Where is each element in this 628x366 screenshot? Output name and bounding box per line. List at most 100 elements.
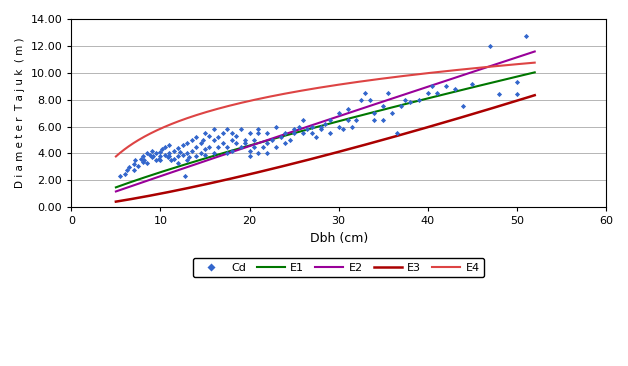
Point xyxy=(191,153,201,159)
Legend: Cd, E1, E2, E3, E4: Cd, E1, E2, E3, E4 xyxy=(193,258,484,277)
Point xyxy=(307,124,317,130)
Point xyxy=(182,150,192,156)
Point xyxy=(298,130,308,136)
Point xyxy=(173,160,183,166)
Point xyxy=(187,148,197,154)
Point xyxy=(144,152,154,158)
Point xyxy=(467,81,477,86)
Point xyxy=(165,150,175,156)
Point xyxy=(173,153,183,159)
Point xyxy=(263,140,273,146)
Point xyxy=(280,130,290,136)
Point xyxy=(148,153,158,159)
Point xyxy=(258,144,268,150)
Point xyxy=(405,100,415,105)
Point xyxy=(133,163,143,168)
Point xyxy=(131,157,141,163)
Point xyxy=(244,153,254,159)
Point xyxy=(166,157,176,163)
Point xyxy=(209,137,219,143)
Point xyxy=(222,126,232,132)
Point xyxy=(333,124,344,130)
Point xyxy=(198,137,208,143)
Point xyxy=(521,34,531,40)
Point xyxy=(303,126,313,132)
Point xyxy=(378,104,388,109)
Point xyxy=(360,90,371,96)
Point xyxy=(271,144,281,150)
Point xyxy=(138,153,148,159)
Point xyxy=(151,150,161,156)
Point xyxy=(485,43,495,49)
Point xyxy=(293,124,303,130)
Point xyxy=(284,137,295,143)
Point xyxy=(325,117,335,123)
Point xyxy=(180,173,190,179)
Point xyxy=(231,133,241,139)
Point xyxy=(184,154,194,160)
Point xyxy=(280,140,290,146)
Point xyxy=(236,144,246,150)
Point xyxy=(387,110,397,116)
Point xyxy=(307,130,317,136)
Point xyxy=(218,130,228,136)
Point xyxy=(165,142,175,148)
Point xyxy=(169,156,179,162)
Point xyxy=(175,149,185,155)
Point xyxy=(401,97,411,102)
Point xyxy=(249,144,259,150)
Point xyxy=(160,144,170,150)
Point xyxy=(356,97,366,102)
Point xyxy=(347,124,357,130)
Point xyxy=(163,154,173,160)
Point xyxy=(222,150,232,156)
Point xyxy=(227,137,237,143)
Point xyxy=(240,140,250,146)
Point xyxy=(365,97,375,102)
Point xyxy=(325,130,335,136)
Point xyxy=(142,150,152,156)
Point xyxy=(512,92,522,97)
Point xyxy=(450,86,460,92)
Point xyxy=(382,90,392,96)
Point xyxy=(254,150,264,156)
Point xyxy=(122,167,132,172)
Point xyxy=(214,134,224,140)
Point xyxy=(138,158,148,164)
Point xyxy=(178,152,188,158)
Point xyxy=(195,140,205,146)
Point xyxy=(200,152,210,158)
Point xyxy=(157,146,167,152)
Point xyxy=(427,83,437,89)
Point xyxy=(494,92,504,97)
Point xyxy=(231,140,241,146)
Point xyxy=(244,130,254,136)
Point xyxy=(146,148,156,154)
Point xyxy=(271,124,281,130)
Point xyxy=(244,148,254,154)
Point xyxy=(191,134,201,140)
Point xyxy=(129,167,139,172)
Point xyxy=(311,134,322,140)
Point xyxy=(182,157,192,163)
Point xyxy=(227,130,237,136)
Point xyxy=(205,133,215,139)
Point xyxy=(342,106,352,112)
Point xyxy=(378,117,388,123)
Point xyxy=(236,126,246,132)
Point xyxy=(289,130,299,136)
Point xyxy=(396,104,406,109)
Point xyxy=(263,150,273,156)
Point xyxy=(267,137,277,143)
Point xyxy=(139,157,149,163)
Point xyxy=(155,149,165,155)
Point xyxy=(120,171,130,176)
Point xyxy=(298,117,308,123)
Point xyxy=(512,79,522,85)
Point xyxy=(209,126,219,132)
Point xyxy=(369,117,379,123)
Point xyxy=(182,140,192,146)
Point xyxy=(240,137,250,143)
Point xyxy=(392,130,402,136)
Point xyxy=(218,140,228,146)
